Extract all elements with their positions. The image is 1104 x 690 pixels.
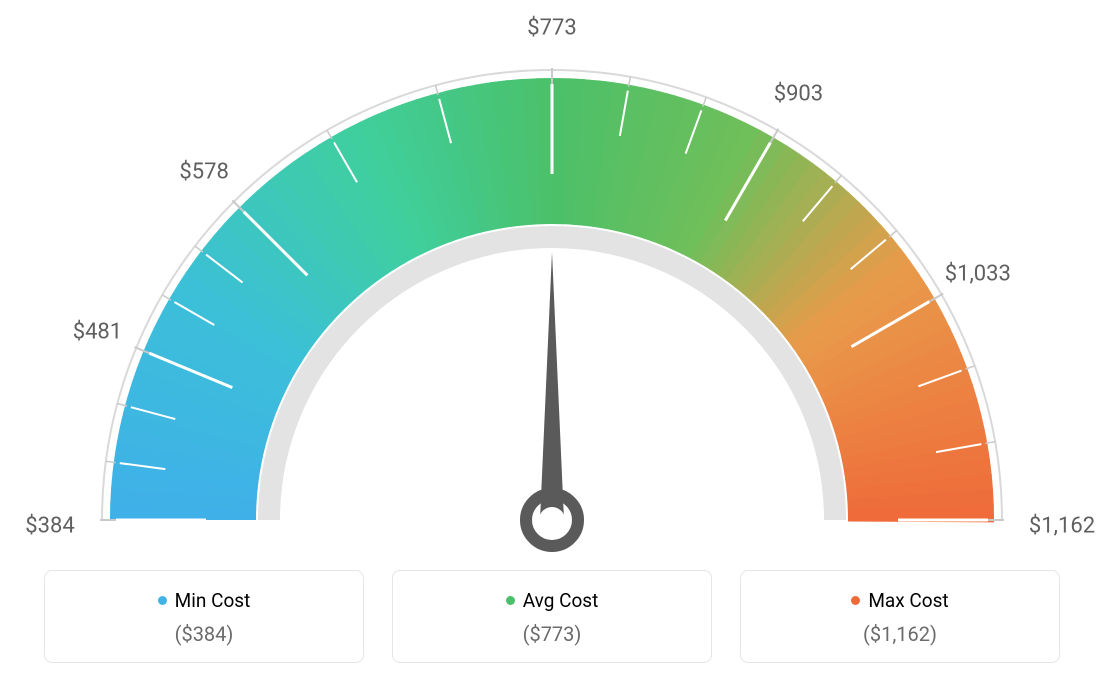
gauge-tick-label: $384: [25, 514, 74, 539]
legend-min-value: ($384): [65, 622, 343, 646]
dot-icon: [506, 596, 515, 605]
legend-card-avg: Avg Cost ($773): [392, 570, 712, 663]
gauge-tick-label: $903: [774, 82, 823, 107]
gauge-svg: [0, 0, 1104, 560]
legend-min-label: Min Cost: [175, 589, 251, 612]
legend-avg-value: ($773): [413, 622, 691, 646]
legend-card-min: Min Cost ($384): [44, 570, 364, 663]
legend-row: Min Cost ($384) Avg Cost ($773) Max Cost…: [0, 570, 1104, 663]
legend-card-max: Max Cost ($1,162): [740, 570, 1060, 663]
legend-avg-label: Avg Cost: [523, 589, 599, 612]
gauge-tick-label: $578: [179, 160, 228, 185]
gauge-tick-label: $1,033: [945, 261, 1011, 286]
gauge-tick-label: $773: [527, 16, 576, 41]
legend-max-title: Max Cost: [851, 589, 948, 612]
gauge-tick-label: $1,162: [1029, 514, 1095, 539]
gauge-tick-label: $481: [73, 319, 122, 344]
dot-icon: [158, 596, 167, 605]
legend-min-title: Min Cost: [158, 589, 251, 612]
legend-max-label: Max Cost: [868, 589, 948, 612]
legend-max-value: ($1,162): [761, 622, 1039, 646]
legend-avg-title: Avg Cost: [506, 589, 599, 612]
dot-icon: [851, 596, 860, 605]
gauge-chart: $384 $481 $578 $773 $903 $1,033 $1,162: [0, 0, 1104, 560]
